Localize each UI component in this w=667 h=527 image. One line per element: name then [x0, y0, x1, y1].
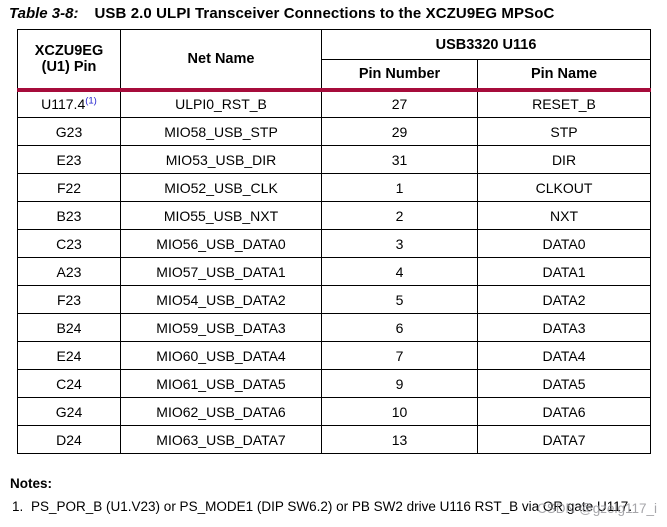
cell-pin-number: 27	[321, 89, 478, 118]
cell-pin-name: CLKOUT	[476, 173, 652, 202]
table-row: E24 MIO60_USB_DATA4 7 DATA4	[17, 341, 652, 370]
column-header-xczu9eg-pin: XCZU9EG (U1) Pin	[17, 29, 121, 92]
cell-pin-name: DATA1	[476, 257, 652, 286]
cell-net-name: MIO63_USB_DATA7	[120, 425, 322, 454]
notes-heading: Notes:	[10, 476, 53, 491]
cell-net-name: ULPI0_RST_B	[120, 89, 322, 118]
ulpi-connections-table: XCZU9EG (U1) Pin Net Name USB3320 U116 P…	[17, 29, 652, 454]
table-row: U117.4(1) ULPI0_RST_B 27 RESET_B	[17, 89, 652, 118]
table-caption: Table 3-8: USB 2.0 ULPI Transceiver Conne…	[9, 5, 554, 22]
table-row: A23 MIO57_USB_DATA1 4 DATA1	[17, 257, 652, 286]
cell-fpga-pin: D24	[17, 425, 121, 454]
cell-net-name: MIO58_USB_STP	[120, 117, 322, 146]
table-caption-text: USB 2.0 ULPI Transceiver Connections to …	[94, 5, 555, 22]
column-header-pin-name: Pin Name	[476, 59, 652, 92]
cell-net-name: MIO55_USB_NXT	[120, 201, 322, 230]
cell-pin-name: DATA4	[476, 341, 652, 370]
table-row: D24 MIO63_USB_DATA7 13 DATA7	[17, 425, 652, 454]
cell-net-name: MIO53_USB_DIR	[120, 145, 322, 174]
cell-pin-name: DATA7	[476, 425, 652, 454]
cell-pin-name: STP	[476, 117, 652, 146]
column-group-usb3320: USB3320 U116	[320, 29, 652, 60]
cell-pin-number: 6	[321, 313, 478, 342]
cell-net-name: MIO56_USB_DATA0	[120, 229, 322, 258]
cell-pin-number: 2	[321, 201, 478, 230]
cell-fpga-pin: B24	[17, 313, 121, 342]
cell-pin-name: DIR	[476, 145, 652, 174]
cell-pin-number: 13	[321, 425, 478, 454]
cell-net-name: MIO52_USB_CLK	[120, 173, 322, 202]
cell-net-name: MIO54_USB_DATA2	[120, 285, 322, 314]
cell-fpga-pin: A23	[17, 257, 121, 286]
note-text: PS_POR_B (U1.V23) or PS_MODE1 (DIP SW6.2…	[31, 499, 632, 514]
cell-fpga-pin: F23	[17, 285, 121, 314]
note-number: 1.	[12, 499, 24, 514]
cell-net-name: MIO61_USB_DATA5	[120, 369, 322, 398]
cell-fpga-pin: B23	[17, 201, 121, 230]
table-row: F23 MIO54_USB_DATA2 5 DATA2	[17, 285, 652, 314]
cell-net-name: MIO59_USB_DATA3	[120, 313, 322, 342]
cell-pin-name: RESET_B	[476, 89, 652, 118]
note-item-1: 1. PS_POR_B (U1.V23) or PS_MODE1 (DIP SW6…	[12, 499, 632, 514]
cell-pin-name: DATA5	[476, 369, 652, 398]
cell-fpga-pin: C24	[17, 369, 121, 398]
cell-pin-name: NXT	[476, 201, 652, 230]
header-row-sub: Pin Number Pin Name	[18, 59, 652, 92]
table-row: F22 MIO52_USB_CLK 1 CLKOUT	[17, 173, 652, 202]
cell-net-name: MIO62_USB_DATA6	[120, 397, 322, 426]
note-reference-link[interactable]: (1)	[85, 95, 97, 107]
header-row-group: XCZU9EG (U1) Pin Net Name USB3320 U116	[17, 29, 652, 92]
cell-pin-number: 9	[321, 369, 478, 398]
cell-pin-number: 5	[321, 285, 478, 314]
cell-net-name: MIO60_USB_DATA4	[120, 341, 322, 370]
cell-pin-number: 29	[321, 117, 478, 146]
cell-fpga-pin: C23	[17, 229, 121, 258]
cell-pin-number: 7	[321, 341, 478, 370]
table-row: C23 MIO56_USB_DATA0 3 DATA0	[17, 229, 652, 258]
cell-pin-number: 3	[321, 229, 478, 258]
cell-fpga-pin: U117.4(1)	[17, 89, 121, 118]
cell-pin-name: DATA0	[476, 229, 652, 258]
cell-fpga-pin: G23	[17, 117, 121, 146]
cell-fpga-pin: E24	[17, 341, 121, 370]
column-header-xczu9eg-line1: XCZU9EG	[34, 42, 104, 59]
cell-fpga-pin: F22	[17, 173, 121, 202]
cell-net-name: MIO57_USB_DATA1	[120, 257, 322, 286]
cell-pin-number: 4	[321, 257, 478, 286]
column-header-pin-number: Pin Number	[321, 59, 478, 92]
table-row: B24 MIO59_USB_DATA3 6 DATA3	[17, 313, 652, 342]
cell-pin-name: DATA3	[476, 313, 652, 342]
cell-pin-number: 1	[321, 173, 478, 202]
column-header-net-name: Net Name	[120, 29, 322, 92]
cell-pin-name: DATA2	[476, 285, 652, 314]
cell-fpga-pin: E23	[17, 145, 121, 174]
column-header-xczu9eg-line2: (U1) Pin	[41, 58, 97, 75]
cell-fpga-pin: G24	[17, 397, 121, 426]
cell-pin-number: 31	[321, 145, 478, 174]
cell-pin-number: 10	[321, 397, 478, 426]
table-row: G23 MIO58_USB_STP 29 STP	[17, 117, 652, 146]
table-caption-number: Table 3-8:	[9, 5, 79, 22]
pin-value: U117.4	[41, 96, 86, 113]
table-row: C24 MIO61_USB_DATA5 9 DATA5	[17, 369, 652, 398]
table-row: E23 MIO53_USB_DIR 31 DIR	[17, 145, 652, 174]
table-row: B23 MIO55_USB_NXT 2 NXT	[17, 201, 652, 230]
cell-pin-name: DATA6	[476, 397, 652, 426]
table-row: G24 MIO62_USB_DATA6 10 DATA6	[17, 397, 652, 426]
